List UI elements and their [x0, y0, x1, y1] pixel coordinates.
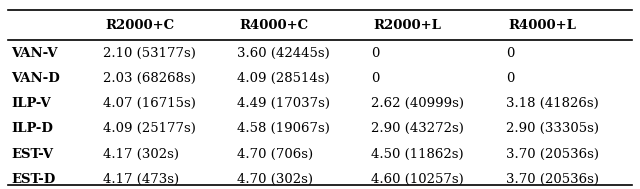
Text: 3.70 (20536s): 3.70 (20536s)	[506, 148, 599, 161]
Text: 2.90 (33305s): 2.90 (33305s)	[506, 122, 599, 136]
Text: EST-D: EST-D	[11, 173, 55, 186]
Text: 4.58 (19067s): 4.58 (19067s)	[237, 122, 330, 136]
Text: R4000+C: R4000+C	[239, 19, 308, 32]
Text: 4.09 (25177s): 4.09 (25177s)	[103, 122, 196, 136]
Text: R4000+L: R4000+L	[508, 19, 576, 32]
Text: 2.10 (53177s): 2.10 (53177s)	[103, 47, 196, 60]
Text: 4.17 (473s): 4.17 (473s)	[103, 173, 179, 186]
Text: 4.17 (302s): 4.17 (302s)	[103, 148, 179, 161]
Text: ILP-D: ILP-D	[11, 122, 53, 136]
Text: 4.49 (17037s): 4.49 (17037s)	[237, 97, 330, 110]
Text: EST-V: EST-V	[11, 148, 53, 161]
Text: 0: 0	[371, 47, 380, 60]
Text: 0: 0	[506, 72, 515, 85]
Text: 4.70 (706s): 4.70 (706s)	[237, 148, 314, 161]
Text: 3.70 (20536s): 3.70 (20536s)	[506, 173, 599, 186]
Text: VAN-V: VAN-V	[11, 47, 58, 60]
Text: VAN-D: VAN-D	[11, 72, 60, 85]
Text: R2000+C: R2000+C	[105, 19, 174, 32]
Text: 2.90 (43272s): 2.90 (43272s)	[371, 122, 464, 136]
Text: 4.60 (10257s): 4.60 (10257s)	[371, 173, 464, 186]
Text: 4.09 (28514s): 4.09 (28514s)	[237, 72, 330, 85]
Text: 4.50 (11862s): 4.50 (11862s)	[371, 148, 463, 161]
Text: 3.18 (41826s): 3.18 (41826s)	[506, 97, 599, 110]
Text: 0: 0	[371, 72, 380, 85]
Text: 3.60 (42445s): 3.60 (42445s)	[237, 47, 330, 60]
Text: R2000+L: R2000+L	[373, 19, 441, 32]
Text: 2.03 (68268s): 2.03 (68268s)	[103, 72, 196, 85]
Text: 0: 0	[506, 47, 515, 60]
Text: ILP-V: ILP-V	[11, 97, 51, 110]
Text: 4.07 (16715s): 4.07 (16715s)	[103, 97, 196, 110]
Text: 4.70 (302s): 4.70 (302s)	[237, 173, 313, 186]
Text: 2.62 (40999s): 2.62 (40999s)	[371, 97, 464, 110]
